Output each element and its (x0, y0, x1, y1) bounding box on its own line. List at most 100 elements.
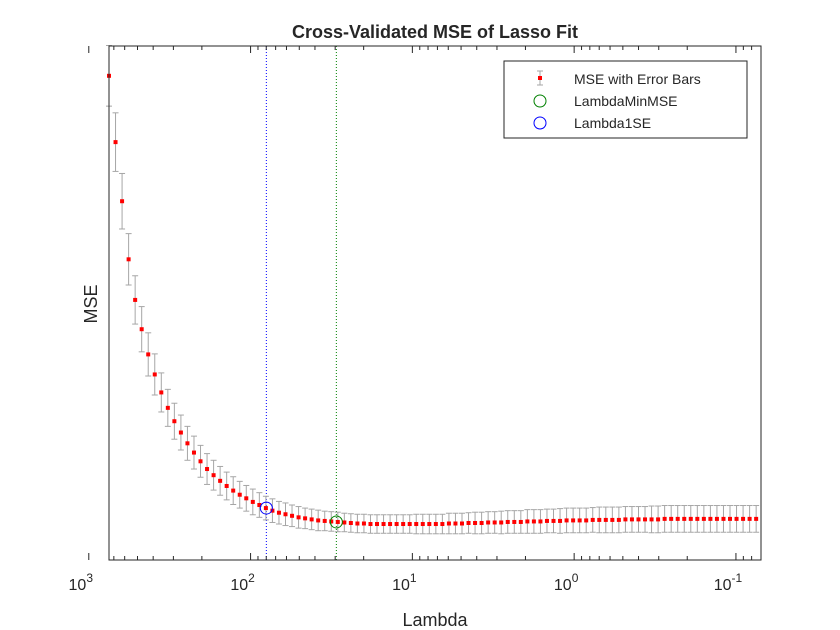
mse-point (342, 520, 347, 525)
mse-point (734, 516, 739, 521)
mse-point (303, 516, 308, 521)
mse-point (518, 519, 523, 524)
x-tick-exponent: -1 (732, 571, 743, 585)
mse-point (172, 419, 177, 424)
mse-point (708, 516, 713, 521)
mse-point (309, 517, 314, 522)
mse-point (695, 516, 700, 521)
mse-point (394, 522, 399, 527)
chart-title: Cross-Validated MSE of Lasso Fit (292, 22, 578, 42)
mse-point (368, 522, 373, 527)
mse-point (538, 519, 543, 524)
mse-point (525, 519, 530, 524)
mse-point (198, 459, 203, 464)
legend-label-0: MSE with Error Bars (574, 71, 701, 87)
mse-point (231, 488, 236, 493)
mse-point (381, 522, 386, 527)
x-tick-base: 10 (554, 577, 572, 594)
mse-point (178, 430, 183, 435)
mse-point (505, 519, 510, 524)
mse-point (414, 522, 419, 527)
mse-point (558, 518, 563, 523)
mse-point (577, 518, 582, 523)
x-tick-exponent: 3 (86, 571, 93, 585)
x-tick-label: 10-1 (714, 571, 743, 594)
mse-point (237, 492, 242, 497)
mse-point (741, 516, 746, 521)
mse-point (649, 517, 654, 522)
lambda-markers (259, 501, 343, 529)
mse-point (276, 510, 281, 515)
mse-point (348, 520, 353, 525)
mse-point (329, 519, 334, 524)
mse-point (688, 516, 693, 521)
x-tick-base: 10 (714, 577, 732, 594)
mse-point (139, 327, 144, 332)
mse-point (656, 517, 661, 522)
legend-green-circle-icon (533, 94, 547, 108)
mse-point (126, 257, 131, 262)
x-tick-exponent: 0 (572, 571, 579, 585)
mse-point (643, 517, 648, 522)
mse-point (401, 522, 406, 527)
mse-point (466, 520, 471, 525)
mse-point (159, 390, 164, 395)
x-tick-base: 10 (230, 577, 248, 594)
mse-point (165, 405, 170, 410)
mse-point (205, 467, 210, 472)
x-tick-label: 102 (230, 571, 255, 594)
mse-point (146, 352, 151, 357)
mse-point (675, 516, 680, 521)
mse-point (610, 517, 615, 522)
mse-point (590, 517, 595, 522)
x-axis-ticks: 103 102 101 100 10-1 (69, 46, 762, 594)
mse-point (728, 516, 733, 521)
mse-point (512, 519, 517, 524)
mse-point (250, 499, 255, 504)
x-tick-label: 103 (69, 571, 94, 594)
mse-point (486, 520, 491, 525)
mse-point (584, 518, 589, 523)
legend-entry-1se: Lambda1SE (533, 115, 651, 131)
mse-point (603, 517, 608, 522)
mse-point (531, 519, 536, 524)
mse-point (714, 516, 719, 521)
mse-point (433, 522, 438, 527)
x-tick-base: 10 (69, 577, 87, 594)
mse-point (152, 372, 157, 377)
mse-point (224, 483, 229, 488)
legend: MSE with Error Bars LambdaMinMSE Lambda1… (503, 60, 748, 139)
mse-point (355, 521, 360, 526)
mse-point (270, 508, 275, 513)
mse-point (551, 518, 556, 523)
y-axis-label: MSE (81, 284, 101, 323)
lambda-min-mse-marker (329, 515, 343, 529)
legend-label-1: LambdaMinMSE (574, 93, 678, 109)
x-tick-label: 100 (554, 571, 579, 594)
legend-label-2: Lambda1SE (574, 115, 651, 131)
mse-point (133, 297, 138, 302)
mse-point (701, 516, 706, 521)
mse-point (616, 517, 621, 522)
mse-point (244, 496, 249, 501)
mse-point (218, 478, 223, 483)
mse-point (662, 516, 667, 521)
mse-point (375, 522, 380, 527)
mse-point (316, 518, 321, 523)
mse-point (113, 140, 118, 145)
mse-point (721, 516, 726, 521)
mse-point (185, 441, 190, 446)
mse-point (636, 517, 641, 522)
mse-point (669, 516, 674, 521)
mse-point (361, 521, 366, 526)
x-tick-exponent: 2 (248, 571, 255, 585)
x-axis-label: Lambda (402, 610, 468, 630)
mse-point (420, 522, 425, 527)
mse-point (479, 520, 484, 525)
mse-point (747, 516, 752, 521)
mse-point (120, 199, 125, 204)
mse-point (492, 520, 497, 525)
mse-point (290, 513, 295, 518)
axes-box (108, 45, 762, 561)
